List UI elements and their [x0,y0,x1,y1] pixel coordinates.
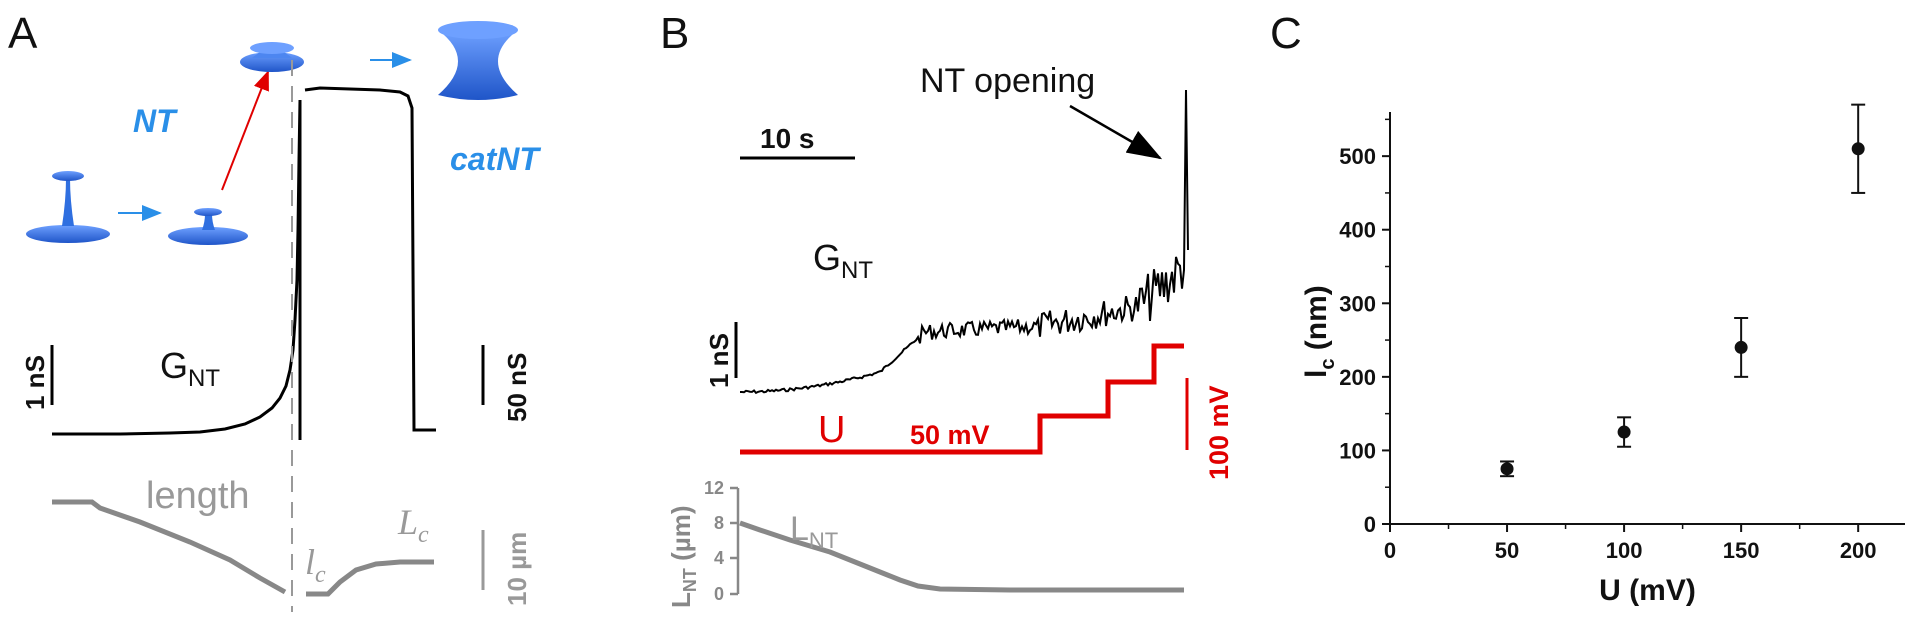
nt-label: NT [133,103,178,139]
voltage-staircase [740,343,1184,455]
x-tick-label: 100 [1606,538,1643,563]
lnt-tick-0: 0 [714,584,724,604]
y-tick-label: 400 [1339,218,1376,243]
catnt-label: catNT [450,141,541,177]
x-tick-label: 50 [1495,538,1519,563]
panel-a-letter: A [8,9,38,58]
catenoid-small-icon [240,42,304,72]
x-tick-label: 200 [1840,538,1877,563]
lnt-tick-8: 8 [714,513,724,533]
g-nt-label-a: GNT [160,345,220,392]
panel-c: C 0 50 100 150 200 0 100 200 300 400 500 U (mV) lc (… [1270,9,1905,607]
x-tick-label: 0 [1384,538,1396,563]
lc-small-label: lc [305,542,326,588]
catenoid-large-icon [438,21,518,100]
conductance-trace-a [52,99,302,440]
lnt-tick-4: 4 [714,548,724,568]
nt-opening-arrow [1069,104,1163,160]
data-point [1500,462,1514,476]
length-label: length [146,475,250,517]
time-scale-label: 10 s [760,123,815,154]
conductance-trace-b [740,89,1189,395]
g-nt-label-b: GNT [813,237,873,284]
nt-opening-annotation: NT opening [920,62,1095,100]
scatter-chart: 0 50 100 150 200 0 100 200 300 400 500 U (mV) lc (nm… [1300,103,1905,607]
scale-g-b-label: 1 nS [704,333,734,388]
lnt-axis-label: LNT (µm) [666,505,700,608]
scale-length-label: 10 µm [502,532,532,606]
nanotube-long-icon [26,171,110,243]
panel-c-letter: C [1270,9,1302,58]
y-tick-label: 200 [1339,365,1376,390]
y-tick-label: 300 [1339,291,1376,316]
scale-right-label: 50 nS [502,353,532,422]
length-trace-a [52,499,287,595]
length-trace-b [739,520,1184,593]
length-trace-a-right [306,559,434,597]
data-point [1851,142,1865,156]
lnt-tick-12: 12 [704,478,724,498]
voltage-scale-label: 100 mV [1204,385,1234,480]
panel-b: B NT opening 10 s GNT 1 nS U 50 mV 100 m… [660,9,1234,608]
y-tick-label: 500 [1339,144,1376,169]
u-step-label: 50 mV [910,420,990,450]
lnt-label: LNT [790,510,838,553]
panel-b-letter: B [660,9,689,58]
scale-left-label: 1 nS [20,355,50,410]
x-axis-label: U (mV) [1599,574,1696,607]
x-tick-label: 150 [1723,538,1760,563]
y-tick-label: 0 [1364,512,1376,537]
y-axis-label: lc (nm) [1300,285,1339,378]
data-point [1734,340,1748,354]
data-point [1617,425,1631,439]
lc-big-label: Lc [397,502,429,548]
lnt-axis: 0 4 8 12 LNT (µm) [666,478,740,608]
nanotube-short-icon [168,208,248,245]
conductance-trace-a-right [304,86,436,432]
arrow-nt-collapse [221,70,269,191]
y-tick-label: 100 [1339,438,1376,463]
u-label: U [818,409,845,451]
panel-a: A NT catNT [8,9,541,612]
